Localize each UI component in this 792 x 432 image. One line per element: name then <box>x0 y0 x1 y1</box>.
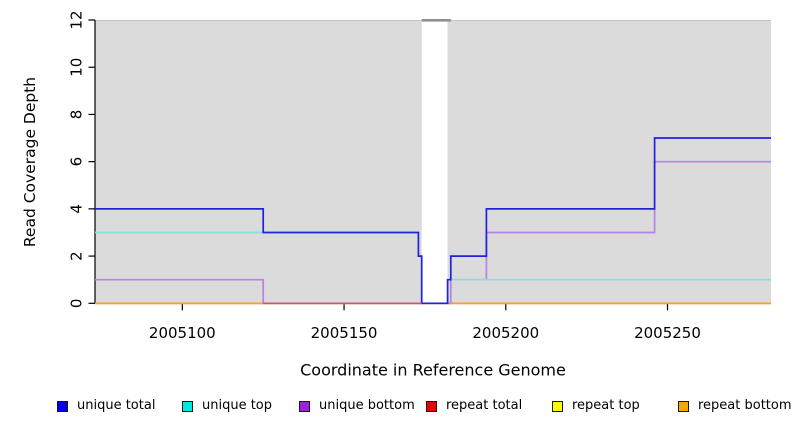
legend-swatch-repeat-top <box>552 400 563 412</box>
legend-swatch-unique-total <box>57 400 68 412</box>
legend-swatch-repeat-bottom <box>678 400 689 412</box>
legend-label-unique-top: unique top <box>202 398 273 413</box>
x-tick-label: 2005150 <box>311 324 378 342</box>
y-tick-label: 2 <box>68 251 86 261</box>
legend-label-repeat-total: repeat total <box>446 398 523 413</box>
legend-item-unique-bottom: unique bottom <box>299 397 415 415</box>
x-axis-title: Coordinate in Reference Genome <box>300 360 566 380</box>
y-tick-label: 10 <box>68 58 86 77</box>
y-axis-title: Read Coverage Depth <box>21 76 39 248</box>
legend-label-repeat-bottom: repeat bottom <box>698 398 792 413</box>
x-tick-label: 2005200 <box>472 324 539 342</box>
legend-item-unique-total: unique total <box>57 397 155 415</box>
x-tick-label: 2005100 <box>149 324 216 342</box>
legend-item-repeat-top: repeat top <box>552 397 640 415</box>
series-line-unique-total <box>95 137 771 305</box>
y-tick-label: 6 <box>68 157 86 167</box>
legend-label-unique-bottom: unique bottom <box>319 398 415 413</box>
x-tick-label: 2005250 <box>634 324 701 342</box>
y-tick-label: 12 <box>68 10 86 29</box>
legend-item-repeat-bottom: repeat bottom <box>678 397 792 415</box>
legend: unique total unique top unique bottom repea… <box>0 397 792 417</box>
gap-top-bar <box>421 19 451 22</box>
legend-label-unique-total: unique total <box>77 398 156 413</box>
plot-background-left <box>95 20 422 304</box>
legend-swatch-unique-bottom <box>299 400 310 412</box>
legend-item-repeat-total: repeat total <box>426 397 522 415</box>
legend-item-unique-top: unique top <box>182 397 272 415</box>
y-tick-label: 8 <box>68 110 86 120</box>
legend-swatch-repeat-total <box>426 400 437 412</box>
legend-label-repeat-top: repeat top <box>572 398 640 413</box>
legend-swatch-unique-top <box>182 400 193 412</box>
y-tick-label: 4 <box>68 204 86 214</box>
y-tick-label: 0 <box>68 299 86 309</box>
